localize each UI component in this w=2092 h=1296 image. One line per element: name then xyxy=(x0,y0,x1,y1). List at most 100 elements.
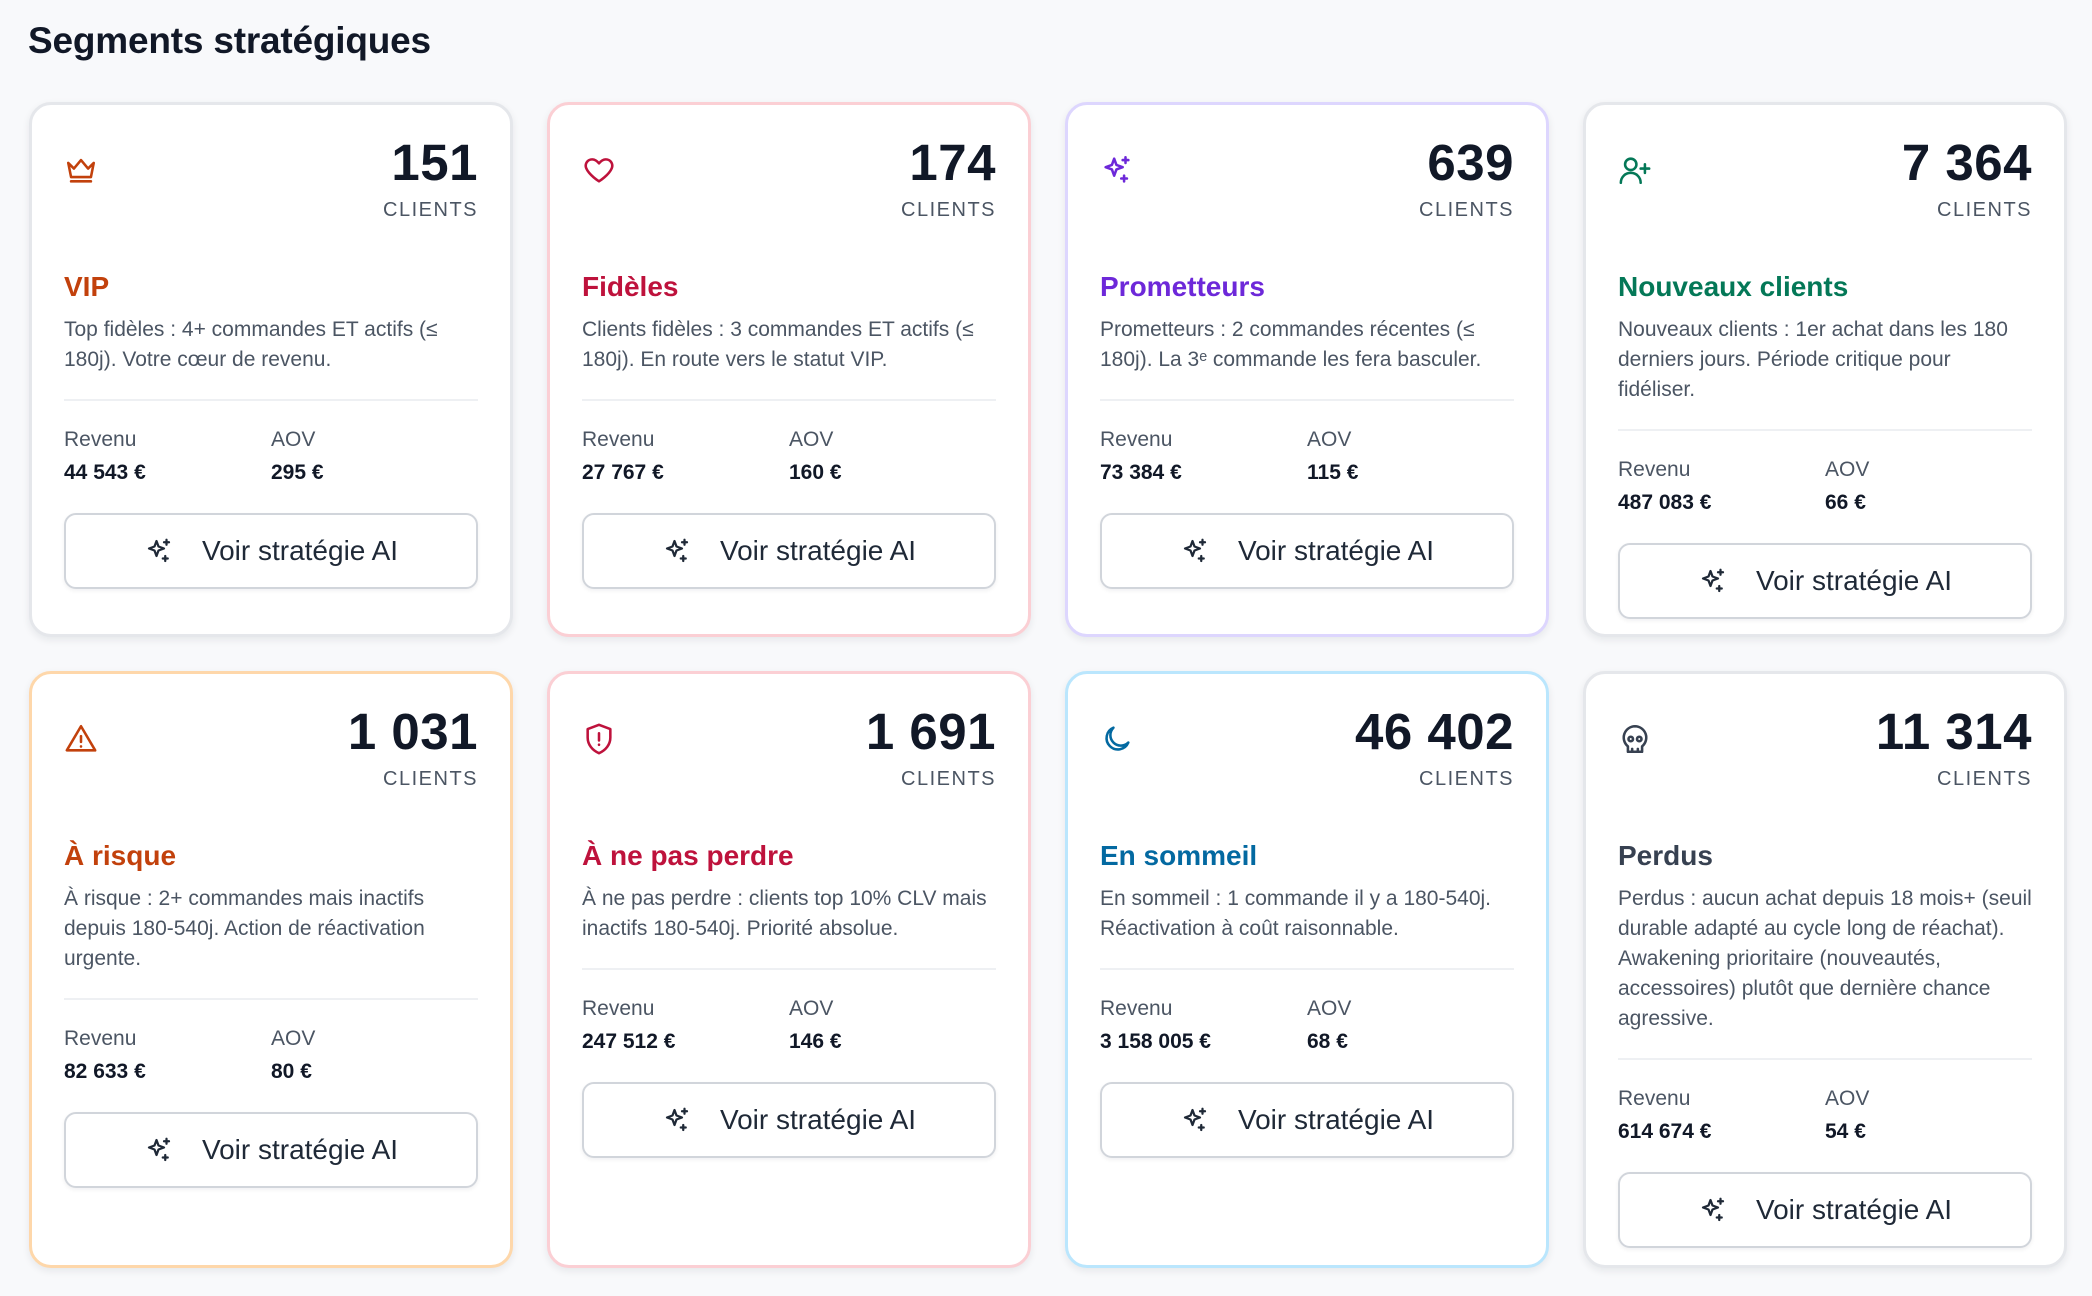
sparkles-icon xyxy=(662,536,692,566)
sparkles-icon xyxy=(662,1105,692,1135)
view-ai-strategy-button[interactable]: Voir stratégie AI xyxy=(64,513,478,589)
aov-label: AOV xyxy=(271,1027,316,1050)
segment-description: Nouveaux clients : 1er achat dans les 18… xyxy=(1618,318,2008,401)
user-plus-icon xyxy=(1618,153,1652,187)
segment-description: À ne pas perdre : clients top 10% CLV ma… xyxy=(582,887,987,940)
aov-label: AOV xyxy=(1307,428,1352,451)
revenue-value: 614 674 € xyxy=(1618,1120,1712,1143)
skull-icon xyxy=(1618,722,1652,756)
sparkles-icon xyxy=(1180,536,1210,566)
segment-count: 1 691 xyxy=(865,703,996,760)
aov-label: AOV xyxy=(1825,458,1870,481)
segment-name: En sommeil xyxy=(1100,840,1258,871)
crown-icon xyxy=(64,153,98,187)
aov-value: 146 € xyxy=(789,1030,842,1053)
segment-metrics: Revenu 3 158 005 € AOV 68 € xyxy=(1100,996,1514,1056)
aov-label: AOV xyxy=(789,997,834,1020)
segment-card-vip: 151 CLIENTS VIP Top fidèles : 4+ command… xyxy=(29,102,513,637)
segment-metrics: Revenu 487 083 € AOV 66 € xyxy=(1618,457,2032,517)
view-ai-strategy-button[interactable]: Voir stratégie AI xyxy=(1100,1082,1514,1158)
aov-label: AOV xyxy=(789,428,834,451)
divider xyxy=(1100,399,1514,401)
aov-label: AOV xyxy=(1307,997,1352,1020)
segment-card-nouveaux-clients: 7 364 CLIENTS Nouveaux clients Nouveaux … xyxy=(1583,102,2067,637)
revenue-value: 487 083 € xyxy=(1618,491,1712,514)
revenue-value: 73 384 € xyxy=(1100,461,1182,484)
sparkles-icon xyxy=(1180,1105,1210,1135)
segment-count-unit: CLIENTS xyxy=(901,199,996,221)
heart-icon xyxy=(582,153,616,187)
segment-card-fid-les: 174 CLIENTS Fidèles Clients fidèles : 3 … xyxy=(547,102,1031,637)
segment-count: 639 xyxy=(1427,134,1514,191)
segment-count-unit: CLIENTS xyxy=(1419,768,1514,790)
segment-count: 46 402 xyxy=(1355,703,1514,760)
segment-name: À risque xyxy=(64,840,177,871)
divider xyxy=(1618,429,2032,431)
segment-description: En sommeil : 1 commande il y a 180-540j.… xyxy=(1100,887,1492,940)
view-ai-strategy-label: Voir stratégie AI xyxy=(719,1104,917,1135)
revenue-label: Revenu xyxy=(582,428,655,451)
segment-name: Prometteurs xyxy=(1100,271,1265,302)
aov-label: AOV xyxy=(271,428,316,451)
segment-count: 151 xyxy=(391,134,478,191)
segment-description: Top fidèles : 4+ commandes ET actifs (≤ … xyxy=(64,318,438,371)
divider xyxy=(582,968,996,970)
revenue-value: 44 543 € xyxy=(64,461,146,484)
segment-name: À ne pas perdre xyxy=(582,840,794,871)
page-title: Segments stratégiques xyxy=(28,20,431,61)
segment-description: Perdus : aucun achat depuis 18 mois+ (se… xyxy=(1618,887,2032,1030)
revenue-label: Revenu xyxy=(1100,428,1173,451)
segment-metrics: Revenu 44 543 € AOV 295 € xyxy=(64,427,478,487)
aov-value: 66 € xyxy=(1825,491,1866,514)
segment-name: Nouveaux clients xyxy=(1618,271,1849,302)
segment-card-risque: 1 031 CLIENTS À risque À risque : 2+ com… xyxy=(29,671,513,1268)
segment-count-unit: CLIENTS xyxy=(901,768,996,790)
revenue-label: Revenu xyxy=(1618,1087,1691,1110)
segment-name: Fidèles xyxy=(582,271,679,302)
view-ai-strategy-label: Voir stratégie AI xyxy=(1237,1104,1435,1135)
segment-card-ne-pas-perdre: 1 691 CLIENTS À ne pas perdre À ne pas p… xyxy=(547,671,1031,1268)
segments-grid: 151 CLIENTS VIP Top fidèles : 4+ command… xyxy=(29,102,2067,1296)
divider xyxy=(1100,968,1514,970)
segment-count-unit: CLIENTS xyxy=(383,199,478,221)
view-ai-strategy-button[interactable]: Voir stratégie AI xyxy=(1618,1172,2032,1248)
aov-value: 115 € xyxy=(1307,461,1359,484)
revenue-value: 3 158 005 € xyxy=(1100,1030,1211,1053)
view-ai-strategy-button[interactable]: Voir stratégie AI xyxy=(64,1112,478,1188)
segment-count-unit: CLIENTS xyxy=(383,768,478,790)
segment-card-prometteurs: 639 CLIENTS Prometteurs Prometteurs : 2 … xyxy=(1065,102,1549,637)
segment-count-unit: CLIENTS xyxy=(1937,768,2032,790)
segment-metrics: Revenu 73 384 € AOV 115 € xyxy=(1100,427,1514,487)
view-ai-strategy-button[interactable]: Voir stratégie AI xyxy=(1618,543,2032,619)
segments-row: 151 CLIENTS VIP Top fidèles : 4+ command… xyxy=(29,102,2067,637)
segment-name: VIP xyxy=(64,271,110,302)
segments-row: 1 031 CLIENTS À risque À risque : 2+ com… xyxy=(29,671,2067,1268)
revenue-label: Revenu xyxy=(64,428,137,451)
divider xyxy=(582,399,996,401)
view-ai-strategy-label: Voir stratégie AI xyxy=(201,535,399,566)
aov-label: AOV xyxy=(1825,1087,1870,1110)
sparkles-icon xyxy=(144,536,174,566)
aov-value: 160 € xyxy=(789,461,842,484)
view-ai-strategy-button[interactable]: Voir stratégie AI xyxy=(582,513,996,589)
sparkles-icon xyxy=(1100,153,1134,187)
segment-description: À risque : 2+ commandes mais inactifs de… xyxy=(64,887,425,970)
segment-count: 1 031 xyxy=(347,703,478,760)
aov-value: 68 € xyxy=(1307,1030,1348,1053)
segment-metrics: Revenu 614 674 € AOV 54 € xyxy=(1618,1086,2032,1146)
revenue-label: Revenu xyxy=(1100,997,1173,1020)
segment-card-perdus: 11 314 CLIENTS Perdus Perdus : aucun ach… xyxy=(1583,671,2067,1268)
aov-value: 295 € xyxy=(271,461,324,484)
aov-value: 54 € xyxy=(1825,1120,1866,1143)
segment-description: Clients fidèles : 3 commandes ET actifs … xyxy=(582,318,974,371)
view-ai-strategy-label: Voir stratégie AI xyxy=(1755,565,1953,596)
view-ai-strategy-label: Voir stratégie AI xyxy=(1237,535,1435,566)
segment-count-unit: CLIENTS xyxy=(1937,199,2032,221)
view-ai-strategy-label: Voir stratégie AI xyxy=(719,535,917,566)
segment-count: 11 314 xyxy=(1875,703,2032,760)
segment-count: 7 364 xyxy=(1901,134,2032,191)
alert-triangle-icon xyxy=(64,722,98,756)
view-ai-strategy-button[interactable]: Voir stratégie AI xyxy=(582,1082,996,1158)
view-ai-strategy-button[interactable]: Voir stratégie AI xyxy=(1100,513,1514,589)
